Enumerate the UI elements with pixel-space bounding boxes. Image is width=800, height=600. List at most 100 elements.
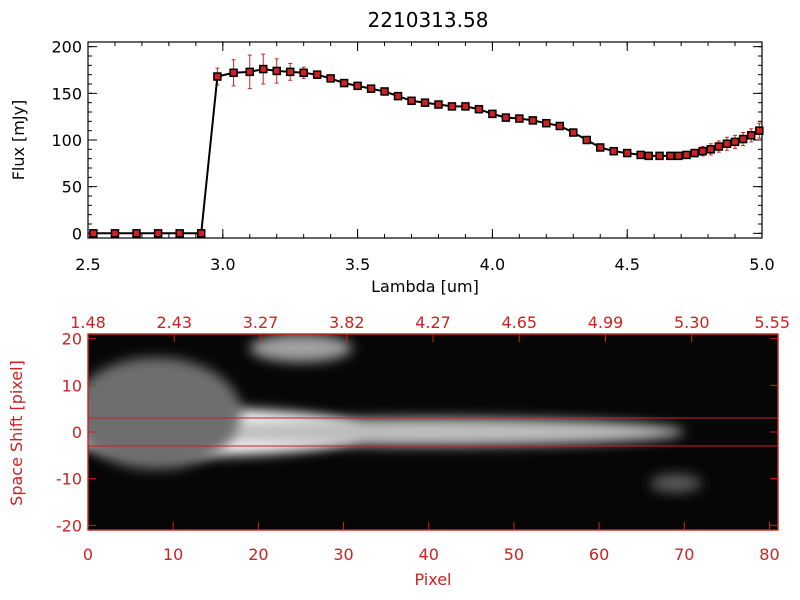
- flux-series-line: [93, 68, 760, 235]
- data-point: [582, 135, 592, 145]
- emission-blob: [249, 334, 353, 362]
- data-point: [722, 139, 732, 148]
- data-point: [488, 109, 497, 119]
- heatmap-x-tick-label: 60: [589, 545, 609, 564]
- data-point: [353, 81, 362, 91]
- heatmap-y-tick-label: 10: [62, 376, 82, 395]
- data-point: [501, 113, 511, 122]
- data-point: [213, 72, 222, 81]
- data-point: [380, 87, 389, 96]
- data-point: [515, 114, 524, 123]
- data-point: [636, 150, 645, 160]
- data-point: [698, 146, 707, 156]
- data-point: [655, 151, 664, 161]
- data-point: [299, 68, 308, 78]
- data-point: [229, 68, 238, 78]
- heatmap-x-tick-label: 50: [504, 545, 524, 564]
- data-point: [714, 142, 724, 151]
- x-tick-label: 5.0: [749, 255, 774, 274]
- wavelength-tick-label: 4.65: [501, 313, 537, 332]
- heatmap-x-tick-label: 10: [163, 545, 183, 564]
- data-point: [110, 229, 120, 238]
- wavelength-tick-label: 4.27: [415, 313, 451, 332]
- heatmap-y-tick-label: 20: [62, 330, 82, 349]
- data-point: [569, 128, 578, 137]
- data-point: [366, 84, 376, 93]
- wavelength-tick-label: 3.27: [243, 313, 279, 332]
- data-point: [175, 229, 184, 238]
- wavelength-tick-label: 1.48: [70, 313, 106, 332]
- y-tick-label: 100: [51, 131, 82, 150]
- y-axis-title: Flux [mJy]: [9, 100, 28, 181]
- data-point: [339, 78, 349, 88]
- data-point: [461, 102, 470, 111]
- data-point: [746, 131, 756, 140]
- x-tick-label: 2.5: [75, 255, 100, 274]
- emission-blob: [650, 474, 702, 493]
- wavelength-tick-label: 5.55: [754, 313, 790, 332]
- data-point: [272, 66, 281, 76]
- heatmap-y-tick-label: 0: [72, 423, 82, 442]
- data-point: [434, 100, 443, 109]
- heatmap-x-tick-label: 40: [419, 545, 439, 564]
- y-tick-label: 200: [51, 38, 82, 57]
- emission-blob: [173, 418, 685, 446]
- spectrum-chart: 2210313.58 2.5 3.0 3.5 4.0 4.5 5.0 0 50 100 150 20…: [9, 8, 775, 296]
- data-point: [132, 229, 141, 238]
- data-point: [674, 151, 683, 161]
- x-tick-label: 4.0: [480, 255, 505, 274]
- data-point: [682, 150, 691, 160]
- data-point: [393, 91, 403, 101]
- spatial-heatmap-chart: 0 10 20 30 40 50 60 70 80 1.48 2.43 3.27 3.82 4.27 4.6…: [7, 313, 790, 589]
- data-point: [528, 116, 538, 125]
- heatmap-y-tick-label: -10: [56, 470, 82, 489]
- data-point: [738, 134, 748, 144]
- heatmap-x-tick-label: 80: [759, 545, 779, 564]
- wavelength-tick-label: 3.82: [329, 313, 365, 332]
- wavelength-tick-label: 5.30: [674, 313, 710, 332]
- data-point: [690, 148, 699, 158]
- x-tick-label: 4.5: [614, 255, 639, 274]
- data-point: [312, 70, 322, 79]
- heatmap-y-tick-label: -20: [56, 516, 82, 535]
- data-point: [730, 137, 740, 147]
- data-point: [644, 151, 654, 161]
- spectrum-plot-frame: [87, 41, 763, 239]
- data-point: [420, 98, 430, 107]
- data-point: [595, 143, 605, 152]
- y-tick-label: 150: [51, 84, 82, 103]
- heatmap-x-axis-title: Pixel: [414, 570, 451, 589]
- data-point: [153, 229, 163, 238]
- data-point: [407, 96, 416, 106]
- emission-blob: [88, 357, 242, 470]
- y-tick-label: 50: [62, 178, 82, 197]
- chart-title: 2210313.58: [368, 8, 489, 32]
- wavelength-tick-label: 4.99: [588, 313, 624, 332]
- wavelength-tick-label: 2.43: [156, 313, 192, 332]
- data-point: [542, 118, 551, 128]
- data-point: [609, 146, 618, 156]
- x-tick-label: 3.0: [210, 255, 235, 274]
- data-point: [555, 121, 565, 131]
- data-point: [245, 67, 255, 77]
- y-tick-label: 0: [72, 224, 82, 243]
- heatmap-x-tick-label: 30: [333, 545, 353, 564]
- data-point: [622, 148, 632, 158]
- data-point: [447, 102, 457, 111]
- data-point: [285, 67, 295, 77]
- data-point: [326, 74, 335, 83]
- data-point: [755, 126, 764, 135]
- data-point: [474, 104, 484, 114]
- data-point: [196, 229, 206, 238]
- data-point: [666, 151, 675, 161]
- heatmap-x-tick-label: 20: [248, 545, 268, 564]
- data-point: [258, 64, 268, 74]
- x-tick-label: 3.5: [345, 255, 370, 274]
- heatmap-x-tick-label: 70: [674, 545, 694, 564]
- heatmap-x-tick-label: 0: [83, 545, 93, 564]
- data-point: [89, 229, 98, 238]
- heatmap-y-axis-title: Space Shift [pixel]: [7, 360, 26, 506]
- x-axis-title: Lambda [um]: [371, 277, 479, 296]
- data-point: [706, 145, 716, 154]
